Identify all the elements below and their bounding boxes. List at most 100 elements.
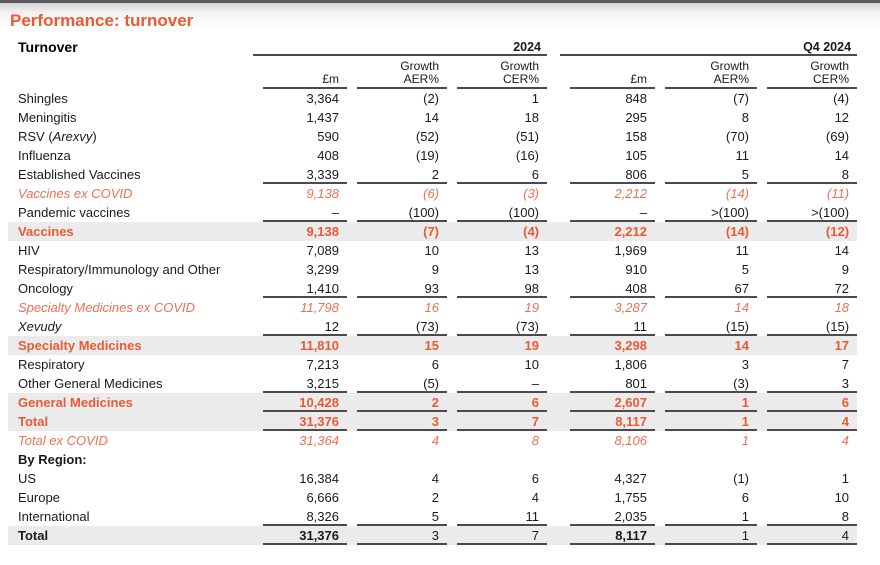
- period-header-row: Turnover 2024 Q4 2024: [8, 38, 858, 56]
- row-label: Oncology: [18, 281, 73, 296]
- cell-value: 2,607: [560, 393, 656, 412]
- cell-value: [347, 450, 447, 469]
- cell-value: (1): [733, 471, 750, 486]
- table-row: Shingles 3,364 (2) 1 848 (7) (4): [8, 89, 857, 108]
- column-spacer: [547, 507, 560, 526]
- cell-value: (7): [733, 91, 750, 106]
- cell-value: [757, 450, 857, 469]
- cell-value: 3,339: [253, 165, 347, 184]
- column-spacer: [547, 55, 560, 89]
- table-row: Specialty Medicines 11,810 15 19 3,298 14 17: [8, 336, 858, 355]
- cell-value: 295: [625, 110, 648, 125]
- cell-value: (4): [523, 224, 540, 239]
- cell-value: (11): [826, 186, 850, 201]
- table-row: Specialty Medicines ex COVID 11,798 16 19 3,…: [8, 298, 857, 317]
- row-label-part: Arexvy: [52, 129, 93, 144]
- cell-value: (51): [515, 129, 540, 144]
- table-row: Established Vaccines 3,339 2 6 806 5 8: [8, 165, 858, 184]
- cell-value: 1: [741, 433, 750, 448]
- cell-value: 3: [347, 412, 447, 431]
- cell-value: 3,299: [306, 262, 339, 277]
- table-row: General Medicines 10,428 2 6 2,607 1 6: [8, 393, 858, 412]
- cell-value: 848: [625, 91, 648, 106]
- page-title: Performance: turnover: [10, 11, 194, 30]
- cell-value: (5): [347, 374, 447, 393]
- cell-value: 5: [347, 507, 447, 526]
- table-row: Vaccines ex COVID 9,138 (6) (3) 2,212 (14) (11…: [8, 184, 857, 203]
- cell-value: 8: [757, 507, 858, 526]
- table-row: US 16,384 4 6 4,327 (1) 1: [8, 469, 857, 488]
- cell-value: (16): [515, 148, 540, 163]
- cell-value: 2: [347, 165, 447, 184]
- cell-value: 72: [757, 279, 858, 298]
- cell-value: 13: [524, 243, 540, 258]
- cell-value: 1: [841, 471, 850, 486]
- cell-value: 8,326: [253, 507, 347, 526]
- cell-value: 3: [347, 526, 447, 545]
- cell-value: (100): [347, 203, 447, 222]
- column-spacer: [547, 336, 560, 355]
- cell-value: (14): [725, 224, 750, 239]
- table-row: Other General Medicines 3,215 (5) –801 (3) 3: [8, 374, 858, 393]
- row-label: Total: [18, 528, 49, 543]
- cell-value: (6): [423, 186, 439, 201]
- table-row: Total 31,376 3 7 8,117 1 4: [8, 412, 858, 431]
- cell-value: 7: [447, 526, 548, 545]
- cell-value: (100): [447, 203, 548, 222]
- cell-value: 16,384: [299, 471, 339, 486]
- cell-value: 1: [655, 526, 758, 545]
- cell-value: 4: [757, 526, 858, 545]
- table-row: Respiratory 7,213 6 10 1,806 3 7: [8, 355, 857, 374]
- period-label-2024: 2024: [253, 38, 548, 56]
- cell-value: 8: [741, 110, 750, 125]
- table-body: Shingles 3,364 (2) 1 848 (7) (4) Meningitis 1,43…: [8, 89, 858, 545]
- column-spacer: [547, 127, 560, 146]
- table-row: Vaccines 9,138 (7) (4) 2,212 (14) (12): [8, 222, 858, 241]
- cell-value: 4: [431, 471, 439, 486]
- cell-value: 2: [431, 490, 439, 505]
- cell-value: 3: [757, 374, 858, 393]
- row-label: Specialty Medicines ex COVID: [18, 300, 196, 315]
- cell-value: [560, 450, 655, 469]
- cell-value: 6: [741, 490, 750, 505]
- cell-value: 158: [625, 129, 648, 144]
- cell-value: 10: [524, 357, 540, 372]
- turnover-table: Turnover 2024 Q4 2024 £m Growth AER% Grow…: [8, 38, 858, 545]
- column-spacer: [547, 260, 560, 279]
- row-label: Vaccines: [18, 224, 74, 239]
- cell-value: 7: [447, 412, 548, 431]
- cell-value: 6: [757, 393, 858, 412]
- cell-value: 6: [447, 165, 548, 184]
- table-row: HIV 7,089 10 13 1,969 11 14: [8, 241, 857, 260]
- column-spacer: [547, 38, 560, 55]
- cell-value: [253, 450, 347, 469]
- row-label-part: RSV (: [18, 129, 53, 144]
- cell-value: 9: [431, 262, 439, 277]
- cell-value: 12: [834, 110, 850, 125]
- cell-value: >(100): [757, 203, 858, 222]
- cell-value: 1: [531, 91, 540, 106]
- column-spacer: [547, 108, 560, 127]
- cell-value: 8: [531, 433, 540, 448]
- cell-value: 14: [734, 300, 750, 315]
- cell-value: 408: [560, 279, 656, 298]
- cell-value: 3,364: [306, 91, 339, 106]
- cell-value: 11,810: [299, 338, 339, 353]
- cell-value: (3): [655, 374, 758, 393]
- row-label: By Region:: [18, 452, 87, 467]
- cell-value: 11: [447, 507, 548, 526]
- row-label: Xevudy: [18, 319, 62, 334]
- cell-value: (12): [825, 224, 850, 239]
- column-spacer: [547, 393, 560, 412]
- cell-value: 13: [524, 262, 540, 277]
- cell-value: 8,117: [560, 412, 656, 431]
- row-label: Specialty Medicines: [18, 338, 142, 353]
- cell-value: 18: [524, 110, 540, 125]
- row-label: Total ex COVID: [18, 433, 108, 448]
- cell-value: –: [253, 203, 347, 222]
- row-label: Other General Medicines: [18, 376, 163, 391]
- row-label: Respiratory/Immunology and Other: [18, 262, 221, 277]
- cell-value: 3,287: [614, 300, 648, 315]
- cell-value: 910: [625, 262, 648, 277]
- cell-value: (70): [725, 129, 750, 144]
